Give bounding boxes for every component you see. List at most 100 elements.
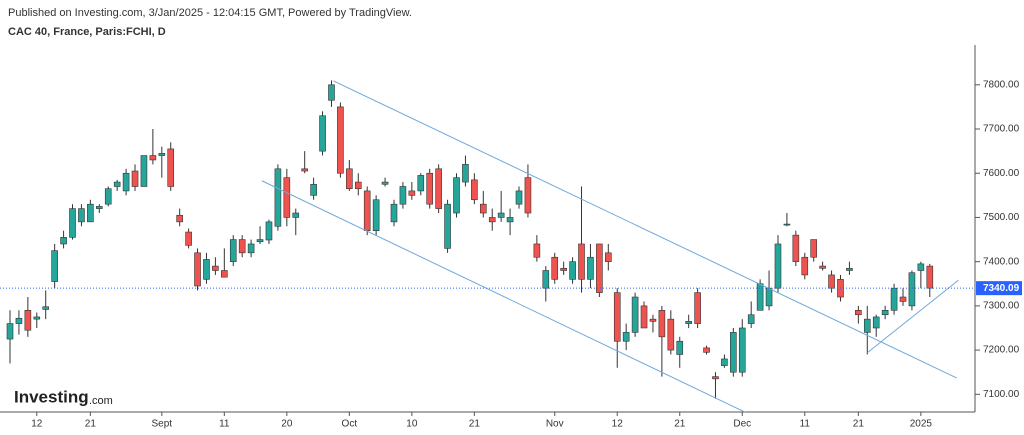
candle-body <box>712 376 719 380</box>
candle-body <box>363 190 371 232</box>
candle-body <box>176 214 183 223</box>
plot-area <box>6 80 959 412</box>
price-label-box <box>976 281 1022 296</box>
candle-body <box>69 208 76 238</box>
candle-body <box>426 172 434 205</box>
candle-body <box>15 317 23 324</box>
candle-body <box>274 168 282 227</box>
candle-body <box>783 223 791 226</box>
candle-body <box>319 115 326 152</box>
candle-body <box>497 212 505 218</box>
candle-body <box>524 177 532 214</box>
candle-body <box>104 188 112 205</box>
y-tick-label: 7700.00 <box>983 124 1020 135</box>
candle-body <box>158 153 166 156</box>
candle-body <box>694 292 701 324</box>
y-tick-label: 7300.00 <box>983 301 1020 312</box>
candle-body <box>399 186 407 205</box>
y-tick-label: 7200.00 <box>983 345 1020 356</box>
candle-body <box>560 267 567 271</box>
candle-body <box>247 243 255 254</box>
candle-body <box>881 310 889 316</box>
y-tick-label: 7600.00 <box>983 168 1020 179</box>
candle-body <box>479 203 487 214</box>
y-tick-label: 7100.00 <box>983 389 1020 400</box>
y-tick-label: 7400.00 <box>983 256 1020 267</box>
candle-body <box>926 265 934 289</box>
x-tick-label: Oct <box>342 419 358 430</box>
candle-body <box>96 206 103 209</box>
candle-body <box>229 239 237 262</box>
candle-body <box>453 177 460 214</box>
candle-body <box>819 265 826 269</box>
candle-body <box>631 296 639 333</box>
candle-body <box>51 250 58 282</box>
x-tick-label: 10 <box>406 419 418 430</box>
candle-body <box>265 221 273 241</box>
candle-body <box>167 148 175 187</box>
candle-body <box>256 239 264 243</box>
candle-body <box>194 252 201 287</box>
candle-body <box>113 181 121 187</box>
trendline <box>866 279 959 354</box>
candle-body <box>640 305 648 329</box>
candle-body <box>890 287 898 311</box>
candle-body <box>730 332 737 373</box>
candle-body <box>212 265 219 271</box>
candle-body <box>488 217 496 223</box>
candle-body <box>462 164 469 183</box>
chart-title: CAC 40, France, Paris:FCHI, D <box>8 26 166 38</box>
x-tick-label: 12 <box>31 419 43 430</box>
candle-body <box>667 318 675 351</box>
candle-body <box>855 310 862 316</box>
candle-body <box>417 175 425 192</box>
candle-body <box>203 259 210 280</box>
candle-body <box>292 212 300 218</box>
candle-body <box>792 234 800 262</box>
candle-body <box>78 208 85 223</box>
x-tick-label: 21 <box>674 419 686 430</box>
candle-body <box>605 252 612 262</box>
candle-body <box>703 347 710 353</box>
x-tick-label: 12 <box>612 419 624 430</box>
candle-body <box>60 237 67 245</box>
x-tick-label: 11 <box>219 419 230 430</box>
candle-body <box>828 274 835 289</box>
candle-body <box>587 256 594 280</box>
candle-body <box>238 239 246 254</box>
candle-body <box>551 256 559 280</box>
y-tick-label: 7800.00 <box>983 79 1020 90</box>
candle-body <box>471 179 478 201</box>
candle-body <box>301 168 308 172</box>
candle-body <box>810 239 818 258</box>
logo-suffix: .com <box>89 395 113 407</box>
candle-body <box>542 270 550 289</box>
price-label: 7340.09 <box>983 283 1020 294</box>
candle-body <box>337 106 344 174</box>
candle-body <box>87 203 94 223</box>
candle-body <box>622 332 630 342</box>
candle-body <box>765 287 773 307</box>
candle-body <box>221 270 228 278</box>
candle-body <box>613 292 621 342</box>
candle-body <box>328 84 335 101</box>
candle-body <box>149 155 157 161</box>
trendline <box>261 180 746 412</box>
candle-body <box>738 327 746 373</box>
header: Published on Investing.com, 3/Jan/2025 -… <box>8 7 412 19</box>
x-tick-label: 20 <box>281 419 293 430</box>
candle-body <box>140 155 148 187</box>
x-tick-label: Dec <box>733 419 751 430</box>
candle-body <box>42 306 50 310</box>
x-tick-label: 2025 <box>910 419 933 430</box>
candle-body <box>6 323 14 340</box>
candle-body <box>506 217 514 223</box>
candle-body <box>685 321 692 324</box>
candle-body <box>33 316 41 320</box>
candle-body <box>372 199 380 232</box>
candle-body <box>801 256 809 276</box>
candle-body <box>846 267 853 271</box>
x-tick-label: 21 <box>469 419 481 430</box>
candle-body <box>533 243 541 258</box>
x-tick-label: 21 <box>85 419 97 430</box>
